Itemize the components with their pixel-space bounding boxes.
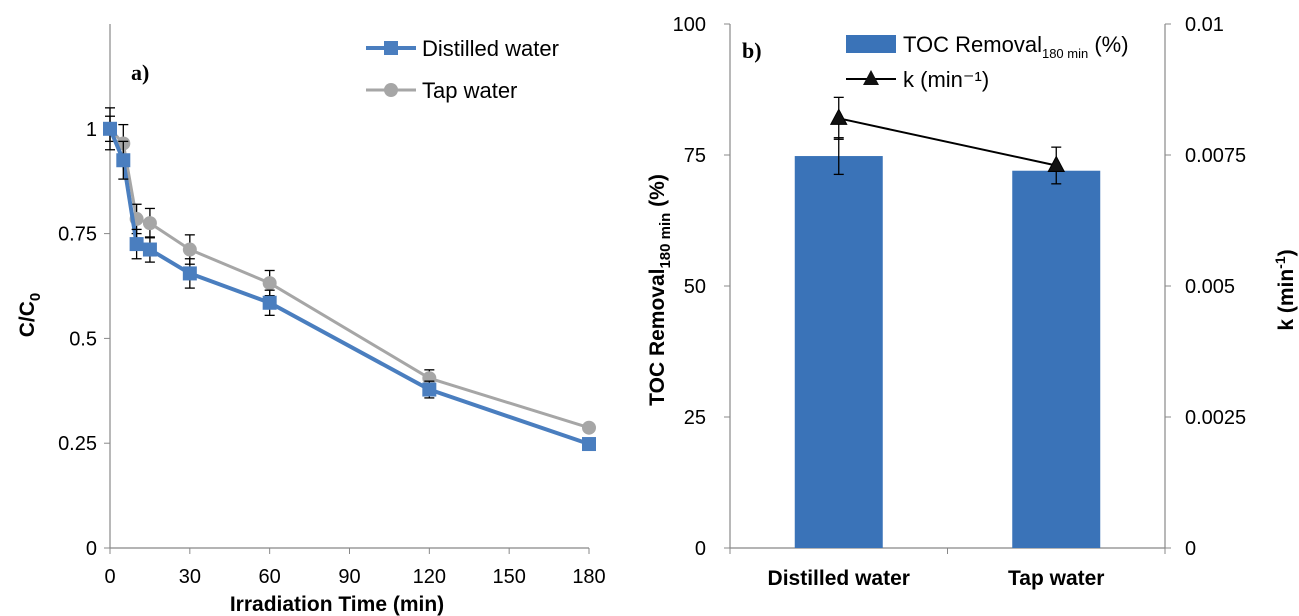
panel-b-right-tick-label: 0.0025 (1185, 407, 1246, 429)
data-point-distilled-water (422, 382, 437, 397)
category-label-tap-water: Tap water (1008, 567, 1104, 590)
data-point-tap-water (182, 242, 197, 257)
panel-b-right-tick-label: 0.0075 (1185, 145, 1246, 167)
data-point-distilled-water (116, 153, 131, 168)
data-point-distilled-water (142, 242, 157, 257)
panel-b-right-axis-title-sup: -1 (1272, 256, 1288, 269)
panel-a-y-axis-title: C/C0 (16, 293, 44, 338)
legend-label-toc-sub: 180 min (1042, 46, 1088, 61)
panel-a-label: a) (131, 60, 149, 85)
bar-tap-water (1012, 170, 1101, 548)
panel-b-right-axis-title-main: k (min (1275, 269, 1298, 331)
panel-b-right-axis-title-suffix: ) (1275, 249, 1298, 256)
legend-label-toc-removal: TOC Removal180 min (%) (903, 32, 1129, 61)
data-point-tap-water (142, 216, 157, 231)
panel-a-x-axis-title: Irradiation Time (min) (230, 593, 444, 616)
panel-a-x-tick-label: 0 (104, 566, 115, 588)
panel-a-y-tick-label: 0.5 (69, 328, 97, 350)
panel-b-left-axis-title-main: TOC Removal (646, 269, 669, 406)
panel-b-right-tick-label: 0.01 (1185, 14, 1224, 36)
panel-a-y-tick-label: 0.25 (58, 433, 97, 455)
series-line-tap-water (108, 127, 590, 430)
bar-distilled-water (794, 156, 883, 548)
panel-b-right-tick-label: 0 (1185, 538, 1196, 560)
panel-a-x-tick-label: 120 (413, 566, 446, 588)
panel-b-left-axis-title-suffix: (%) (646, 174, 669, 213)
panel-a-y-axis-title-main: C/C (16, 301, 39, 337)
legend-label-distilled-water: Distilled water (422, 36, 559, 61)
legend-label-tap-water: Tap water (422, 78, 517, 103)
panel-b-bar-chart: b) TOC Removal180 min (%) k (min-1) 0255… (646, 14, 1298, 590)
panel-a-y-tick-label: 0 (86, 538, 97, 560)
panel-a-x-tick-label: 30 (179, 566, 201, 588)
panel-a-x-tick-label: 150 (492, 566, 525, 588)
legend-label-toc-suffix: (%) (1088, 32, 1128, 57)
data-point-distilled-water (582, 437, 596, 452)
panel-b-left-axis-title: TOC Removal180 min (%) (646, 174, 674, 406)
panel-a-x-tick-label: 60 (259, 566, 281, 588)
data-point-tap-water (582, 420, 596, 435)
data-point-distilled-water (103, 121, 117, 136)
legend-label-toc-main: TOC Removal (903, 32, 1042, 57)
panel-b-label: b) (742, 38, 762, 63)
legend-marker-tap-water (384, 83, 398, 97)
data-point-distilled-water (262, 295, 277, 310)
k-data-point-distilled-water (829, 108, 848, 125)
data-point-tap-water (262, 276, 277, 291)
panel-b-left-tick-label: 75 (684, 145, 706, 167)
legend-swatch-toc-removal (846, 35, 896, 53)
panel-a-line-chart: a) Irradiation Time (min) C/C0 00.250.50… (16, 24, 606, 616)
category-label-distilled-water: Distilled water (768, 567, 910, 590)
panel-a-y-axis-title-sub: 0 (27, 293, 44, 301)
panel-b-left-axis-title-sub: 180 min (657, 213, 674, 269)
panel-b-left-tick-label: 25 (684, 407, 706, 429)
panel-b-right-tick-label: 0.005 (1185, 276, 1235, 298)
panel-b-left-tick-label: 0 (695, 538, 706, 560)
panel-b-left-tick-label: 50 (684, 276, 706, 298)
data-point-distilled-water (182, 266, 197, 281)
panel-a-y-tick-label: 1 (86, 119, 97, 141)
panel-b-left-tick-label: 100 (673, 14, 706, 36)
panel-b-right-axis-title: k (min-1) (1272, 249, 1298, 330)
legend-label-k: k (min⁻¹) (903, 67, 989, 92)
data-point-distilled-water (129, 237, 144, 252)
k-series-line (838, 117, 1057, 167)
k-data-point-tap-water (1047, 155, 1066, 172)
legend-marker-distilled-water (384, 41, 398, 55)
panel-a-y-tick-label: 0.75 (58, 224, 97, 246)
panel-a-x-tick-label: 90 (338, 566, 360, 588)
series-line-distilled-water (108, 128, 590, 446)
panel-a-x-tick-label: 180 (572, 566, 605, 588)
legend-marker-k (863, 70, 879, 85)
